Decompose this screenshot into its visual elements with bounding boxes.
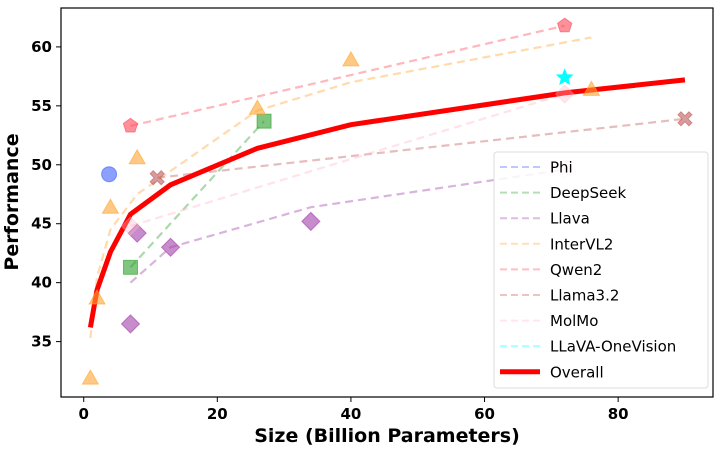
llama3-2-marker <box>677 111 693 127</box>
legend-label: Llava <box>550 210 590 228</box>
legend-label: Phi <box>550 159 573 177</box>
y-tick-label: 40 <box>31 274 52 292</box>
y-tick-label: 45 <box>31 215 52 233</box>
legend-item-intervl2: InterVL2 <box>500 235 613 253</box>
legend: Phi DeepSeek Llava InterVL2 Qwen2 Llama3.2 Mol… <box>493 151 709 389</box>
plot-frame <box>60 7 714 398</box>
legend-label: Overall <box>550 363 604 381</box>
y-tick-label: 55 <box>31 97 52 115</box>
intervl2-marker <box>248 99 267 115</box>
x-tick-label: 20 <box>207 405 228 423</box>
intervl2-marker <box>101 198 120 214</box>
y-axis: 35 40 45 50 55 60 <box>31 38 61 351</box>
phi-marker <box>101 166 118 183</box>
legend-label: InterVL2 <box>550 235 613 253</box>
molmo-trend-line <box>130 92 566 228</box>
legend-label: DeepSeek <box>550 184 627 202</box>
molmo-marker <box>554 84 575 104</box>
y-tick-label: 35 <box>31 333 52 351</box>
legend-label: Llama3.2 <box>550 287 619 305</box>
legend-item-deepseek: DeepSeek <box>500 184 627 202</box>
overall-line-group <box>87 77 686 328</box>
y-axis-label: Performance <box>1 133 23 270</box>
overall-line <box>87 77 686 328</box>
deepseek-trend-line <box>129 120 265 269</box>
legend-box <box>493 151 709 389</box>
molmo-marker <box>120 216 141 236</box>
legend-label: MolMo <box>550 312 598 330</box>
x-tick-label: 0 <box>78 405 88 423</box>
deepseek-marker <box>256 113 272 129</box>
data-markers <box>81 17 693 385</box>
llama3-2-marker <box>149 170 165 186</box>
y-tick-label: 50 <box>31 156 52 174</box>
llava-marker <box>160 237 181 258</box>
legend-item-overall: Overall <box>500 363 604 381</box>
legend-item-phi: Phi <box>500 159 573 177</box>
x-tick-label: 80 <box>608 405 629 423</box>
legend-item-qwen2: Qwen2 <box>500 261 602 279</box>
legend-item-molmo: MolMo <box>500 312 598 330</box>
legend-label: LLaVA-OneVision <box>550 338 676 356</box>
llava-marker <box>120 314 141 334</box>
legend-label: Qwen2 <box>550 261 602 279</box>
qwen2-trend-line <box>130 24 565 127</box>
intervl2-marker <box>88 288 106 305</box>
intervl2-marker <box>582 80 601 96</box>
trend-lines <box>89 24 686 339</box>
legend-item-llava: Llava <box>500 210 590 228</box>
y-tick-label: 60 <box>31 38 52 56</box>
llava-marker <box>301 211 321 232</box>
x-tick-label: 60 <box>474 405 495 423</box>
qwen2-marker <box>556 17 573 33</box>
x-axis: 0 20 40 60 80 <box>78 397 629 423</box>
llama3-2-trend-line <box>157 117 686 179</box>
qwen2-marker <box>122 117 139 133</box>
llava-onevision-marker <box>555 68 574 86</box>
intervl2-marker <box>128 148 147 165</box>
deepseek-marker <box>122 259 138 275</box>
intervl2-marker <box>342 50 360 67</box>
intervl2-marker <box>81 369 100 385</box>
llava-trend-line <box>129 168 565 284</box>
x-tick-label: 40 <box>340 405 361 423</box>
legend-item-llama3-2: Llama3.2 <box>500 287 619 305</box>
legend-item-llava-onevision: LLaVA-OneVision <box>500 338 676 356</box>
llava-marker <box>127 223 147 243</box>
x-axis-label: Size (Billion Parameters) <box>254 425 520 447</box>
